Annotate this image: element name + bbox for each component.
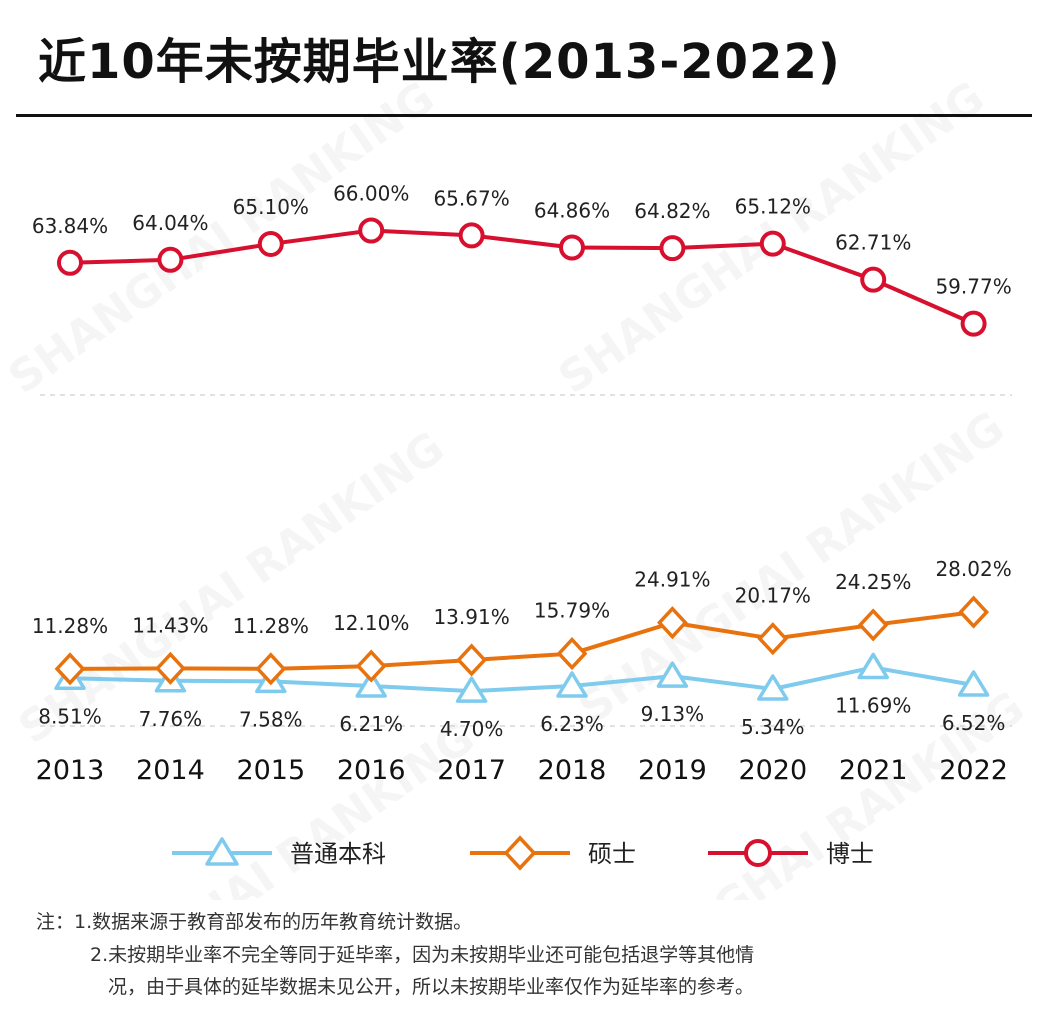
data-label: 5.34% — [741, 715, 805, 739]
data-label: 4.70% — [440, 717, 504, 741]
data-point — [960, 310, 987, 337]
data-label: 6.23% — [540, 712, 604, 736]
x-tick-label: 2016 — [337, 755, 406, 786]
x-tick-label: 2018 — [538, 755, 607, 786]
data-label: 8.51% — [38, 704, 102, 728]
data-label: 24.91% — [634, 568, 710, 592]
data-point — [355, 649, 387, 683]
x-tick-label: 2019 — [638, 755, 707, 786]
x-tick-label: 2013 — [36, 755, 105, 786]
data-label: 11.28% — [32, 614, 108, 638]
data-label: 62.71% — [835, 231, 911, 255]
data-point — [857, 652, 889, 680]
note-line-2: 2.未按期毕业率不完全等同于延毕率，因为未按期毕业还可能包括退学等其他情 — [90, 943, 755, 966]
x-tick-label: 2020 — [738, 755, 807, 786]
data-label: 11.43% — [132, 613, 208, 637]
note-line-1: 注：1.数据来源于教育部发布的历年教育统计数据。 — [36, 911, 473, 933]
data-point — [958, 595, 989, 629]
series-line — [69, 228, 975, 326]
x-tick-label: 2015 — [236, 755, 305, 786]
data-point — [860, 266, 887, 293]
line-chart: SHANGHAI RANKINGSHANGHAI RANKINGSHANGHAI… — [32, 182, 1012, 900]
data-point — [559, 234, 585, 261]
legend-marker — [503, 835, 537, 871]
x-tick-label: 2014 — [136, 755, 205, 786]
title-divider — [16, 114, 1032, 117]
data-label: 6.52% — [942, 711, 1006, 735]
data-label: 59.77% — [935, 275, 1011, 299]
data-point — [54, 652, 86, 686]
data-point — [556, 671, 588, 698]
legend-label: 硕士 — [588, 840, 636, 868]
data-point — [157, 246, 184, 273]
data-label: 65.10% — [233, 195, 309, 219]
data-point — [757, 674, 789, 701]
data-label: 64.86% — [534, 199, 610, 223]
data-label: 65.67% — [433, 186, 509, 210]
data-point — [556, 637, 588, 671]
data-point — [657, 606, 688, 640]
data-label: 12.10% — [333, 611, 409, 635]
data-point — [957, 670, 990, 697]
legend-label: 普通本科 — [290, 840, 386, 868]
data-label: 15.79% — [534, 599, 610, 623]
data-label: 13.91% — [433, 605, 509, 629]
data-point — [57, 249, 83, 276]
legend-label: 博士 — [826, 840, 874, 868]
data-label: 11.28% — [233, 614, 309, 638]
data-point — [659, 235, 686, 262]
data-label: 64.04% — [132, 211, 208, 235]
data-label: 28.02% — [935, 557, 1011, 581]
data-point — [455, 676, 488, 703]
data-point — [155, 651, 186, 685]
data-label: 9.13% — [641, 702, 705, 726]
data-label: 20.17% — [735, 584, 811, 608]
series-line — [69, 665, 974, 694]
legend-marker — [205, 837, 239, 866]
data-label: 6.21% — [339, 712, 403, 736]
watermark-text: SHANGHAI RANKING — [40, 712, 484, 900]
data-point — [458, 222, 485, 249]
data-label: 7.58% — [239, 707, 303, 731]
data-point — [355, 671, 387, 698]
data-point — [757, 622, 789, 656]
data-label: 65.12% — [735, 195, 811, 219]
data-point — [857, 608, 889, 642]
data-point — [456, 643, 487, 677]
data-point — [358, 217, 385, 244]
x-tick-label: 2017 — [437, 755, 506, 786]
data-point — [656, 661, 689, 688]
data-label: 11.69% — [835, 693, 911, 717]
legend-marker — [744, 839, 772, 867]
data-label: 63.84% — [32, 214, 108, 238]
data-label: 7.76% — [139, 707, 203, 731]
chart-title: 近10年未按期毕业率(2013-2022) — [38, 34, 841, 90]
data-point — [255, 652, 287, 686]
note-line-3: 况，由于具体的延毕数据未见公开，所以未按期毕业率仅作为延毕率的参考。 — [108, 976, 755, 999]
data-point — [759, 230, 786, 257]
series-line — [69, 610, 974, 671]
data-label: 24.25% — [835, 570, 911, 594]
data-label: 66.00% — [333, 182, 409, 206]
x-tick-label: 2021 — [839, 755, 908, 786]
data-label: 64.82% — [634, 199, 710, 223]
footnotes: 注：1.数据来源于教育部发布的历年教育统计数据。 2.未按期毕业率不完全等同于延… — [36, 906, 754, 1004]
data-point — [257, 230, 284, 257]
x-tick-label: 2022 — [939, 755, 1008, 786]
